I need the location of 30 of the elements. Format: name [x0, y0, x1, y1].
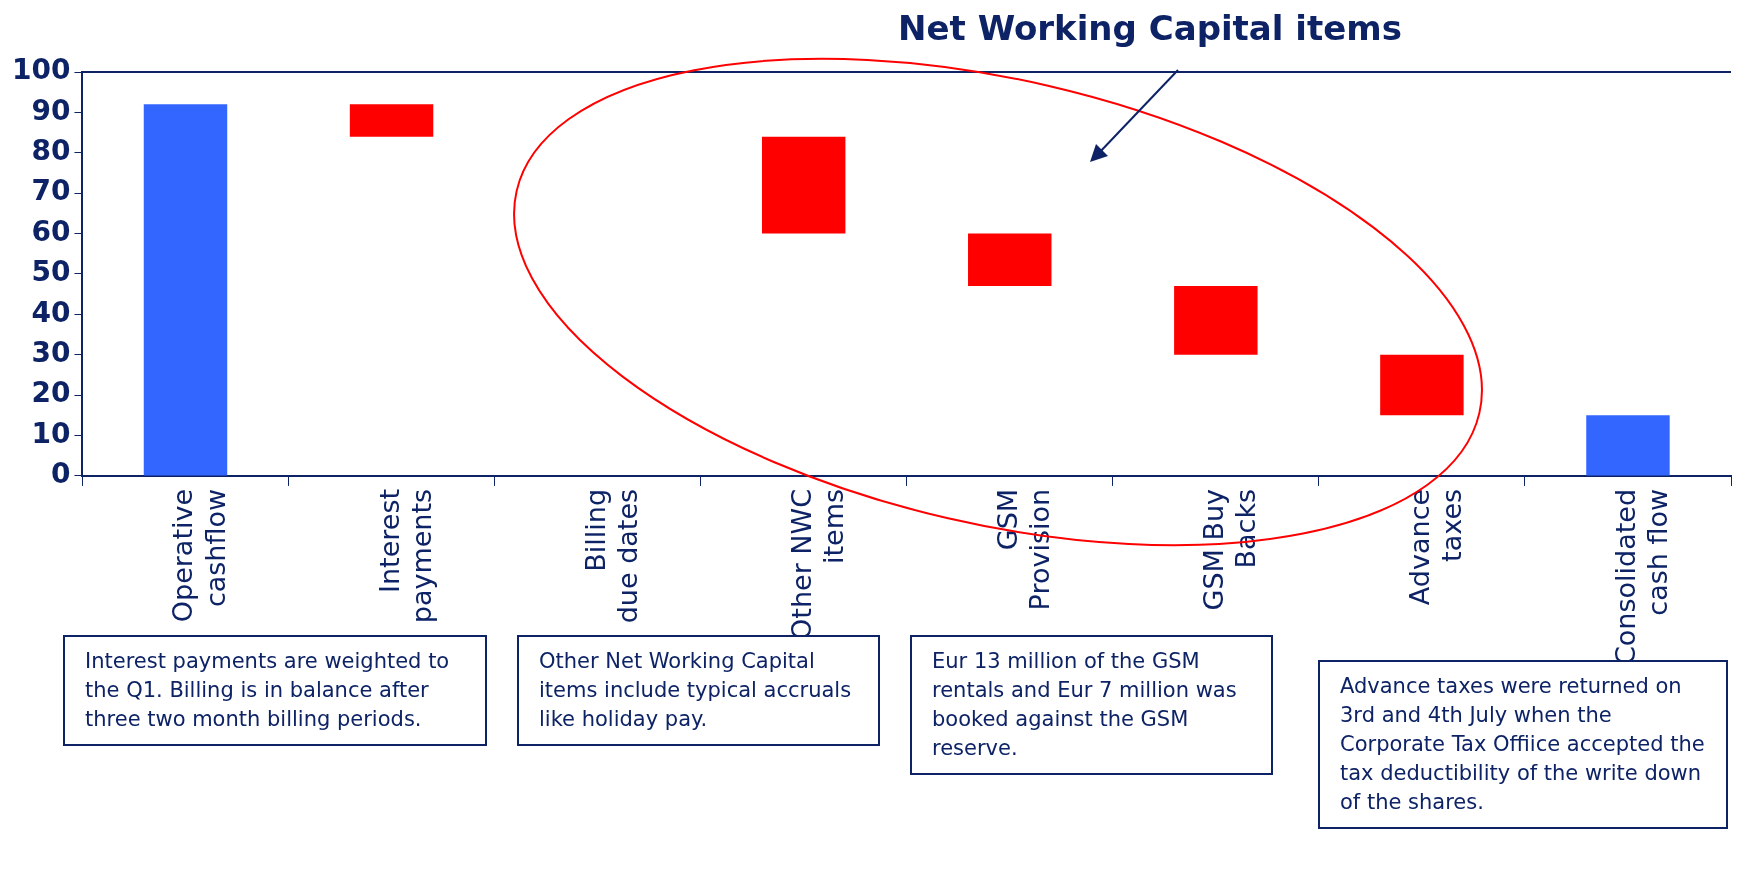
- x-tick-label: GSM Buy Backs: [1197, 488, 1262, 611]
- x-tick-label: Operative cashflow: [167, 488, 231, 623]
- x-tick-label: Advance taxes: [1403, 488, 1468, 606]
- bar: [349, 104, 434, 137]
- x-tick-label: Billing due dates: [579, 488, 644, 624]
- y-tick-label: 30: [31, 336, 71, 370]
- text: Advance taxes were returned on 3rd and 4th July when the Corporate Tax Offiice accepted the tax deductibility of the write down of the shares.: [1340, 674, 1705, 814]
- y-tick-label: 90: [31, 93, 71, 127]
- x-tick-label: GSM Provision: [991, 488, 1056, 611]
- y-tick-label: 60: [31, 214, 71, 248]
- bar: [761, 136, 846, 234]
- bar: [968, 233, 1052, 287]
- chart-title: Net Working Capital items: [897, 8, 1403, 48]
- y-tick-label: 80: [31, 134, 71, 168]
- y-tick-label: 100: [11, 53, 71, 87]
- text: Interest payments are weighted to the Q1. Billing is in balance after three two month billing periods.: [63, 635, 487, 746]
- bar: [1380, 354, 1464, 416]
- x-tick-label: Consolidated cash flow: [1609, 488, 1674, 665]
- text: Eur 13 million of the GSM rentals and Eur 7 million was booked against the GSM reserve.: [910, 635, 1273, 775]
- y-tick-label: 50: [31, 255, 71, 289]
- bar: [143, 104, 228, 476]
- y-tick-label: 0: [50, 457, 71, 491]
- text: Other Net Working Capital items include typical accruals like holiday pay.: [539, 649, 852, 731]
- x-tick-label: Interest payments: [373, 488, 437, 624]
- bar: [1174, 286, 1258, 355]
- y-tick-label: 10: [31, 416, 71, 450]
- y-tick-label: 70: [31, 174, 71, 208]
- bar: [1586, 415, 1670, 476]
- y-tick-label: 20: [31, 376, 71, 410]
- y-tick-label: 40: [31, 295, 71, 329]
